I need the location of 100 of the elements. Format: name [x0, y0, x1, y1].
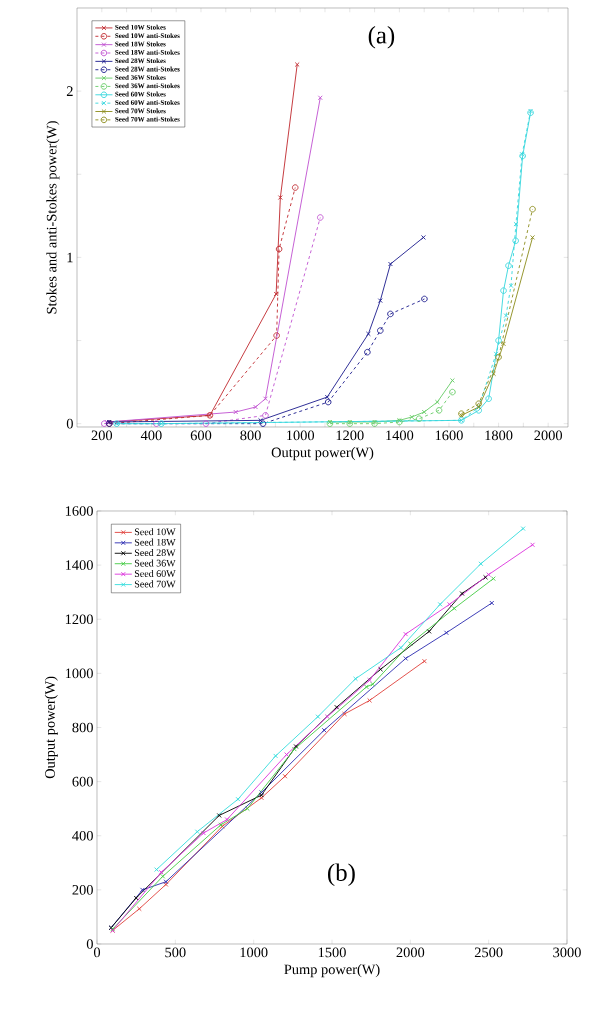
- point: [365, 331, 371, 337]
- point: [334, 704, 340, 710]
- point: [263, 396, 268, 402]
- point: [253, 404, 258, 410]
- point: [513, 221, 519, 227]
- x-tick-label: 2000: [534, 430, 563, 441]
- point: [284, 752, 289, 757]
- point: [216, 813, 222, 818]
- point: [437, 601, 443, 607]
- point: [273, 753, 279, 759]
- y-axis-title: Stokes and anti-Stokes power(W): [46, 121, 60, 314]
- x-axis-title: Output power(W): [271, 447, 374, 461]
- point: [282, 773, 288, 779]
- point: [485, 395, 492, 402]
- point: [367, 677, 373, 683]
- point: [233, 409, 239, 415]
- y-tick-label: 400: [72, 830, 93, 841]
- point: [324, 714, 330, 720]
- y-tick-label: 600: [72, 776, 93, 787]
- point: [447, 601, 452, 607]
- point: [435, 407, 443, 414]
- point: [377, 327, 384, 334]
- point: [421, 409, 427, 415]
- point: [403, 656, 409, 661]
- x-tick-label: 1000: [240, 947, 268, 958]
- point: [364, 348, 371, 356]
- point: [275, 245, 283, 253]
- x-tick-label: 400: [140, 430, 162, 441]
- point: [398, 645, 404, 651]
- point: [353, 676, 358, 682]
- point: [277, 195, 283, 200]
- legend-label: Seed 36W: [134, 559, 176, 567]
- point: [324, 394, 330, 400]
- x-tick-label: 1500: [318, 947, 346, 958]
- x-tick-label: 1600: [435, 430, 463, 441]
- point: [449, 388, 456, 396]
- x-tick-label: 2000: [396, 947, 425, 958]
- point: [317, 214, 324, 221]
- y-axis-title: Output power(W): [44, 676, 58, 779]
- legend-label: Seed 18W: [134, 538, 176, 546]
- point: [519, 152, 526, 160]
- point: [370, 681, 376, 687]
- legend-label: Seed 28W: [134, 549, 176, 557]
- point: [315, 714, 321, 720]
- y-tick-label: 800: [72, 722, 93, 733]
- x-tick-label: 1800: [485, 430, 513, 441]
- point: [201, 830, 206, 836]
- point: [478, 561, 484, 567]
- point: [505, 262, 512, 269]
- x-tick-label: 500: [165, 947, 186, 958]
- point: [503, 313, 509, 319]
- point: [259, 420, 267, 427]
- point: [133, 895, 139, 901]
- point: [501, 341, 506, 347]
- y-tick-label: 1600: [65, 506, 93, 516]
- point: [160, 873, 166, 879]
- y-tick-label: 1400: [65, 560, 93, 570]
- y-tick-label: 200: [72, 885, 93, 895]
- y-tick-label: 2: [66, 86, 73, 96]
- point: [407, 641, 413, 647]
- x-tick-label: 1000: [287, 430, 315, 441]
- y-tick-label: 0: [86, 939, 93, 949]
- x-tick-label: 800: [240, 430, 261, 441]
- point: [136, 906, 142, 912]
- legend-label: Seed 60W: [134, 569, 176, 578]
- x-tick-label: 200: [91, 430, 113, 441]
- point: [364, 684, 369, 690]
- point: [475, 407, 482, 414]
- point: [153, 420, 160, 427]
- point: [495, 337, 502, 344]
- x-tick-label: 3000: [553, 947, 581, 958]
- point: [378, 666, 383, 672]
- point: [512, 237, 519, 245]
- point: [426, 628, 432, 634]
- point: [500, 287, 507, 294]
- x-axis-title: Pump power(W): [284, 964, 380, 978]
- point: [273, 332, 280, 339]
- point: [140, 887, 145, 893]
- point: [262, 412, 269, 419]
- y-tick-label: 1200: [65, 614, 93, 625]
- y-tick-label: 1: [67, 252, 73, 263]
- point: [377, 298, 383, 304]
- annotation: (a): [368, 26, 395, 49]
- point: [495, 353, 502, 361]
- point: [235, 796, 241, 802]
- point: [451, 605, 457, 611]
- point: [388, 261, 393, 267]
- point: [202, 420, 210, 427]
- legend-label: Seed 70W: [134, 580, 176, 588]
- point: [158, 869, 164, 875]
- point: [342, 711, 347, 717]
- point: [508, 283, 514, 289]
- point: [324, 398, 332, 406]
- point: [194, 829, 200, 835]
- point: [367, 698, 373, 703]
- y-tick-label: 1000: [65, 668, 93, 679]
- point: [258, 417, 263, 423]
- point: [415, 415, 423, 422]
- legend-label: Seed 10W: [134, 528, 176, 536]
- x-tick-label: 600: [190, 430, 212, 441]
